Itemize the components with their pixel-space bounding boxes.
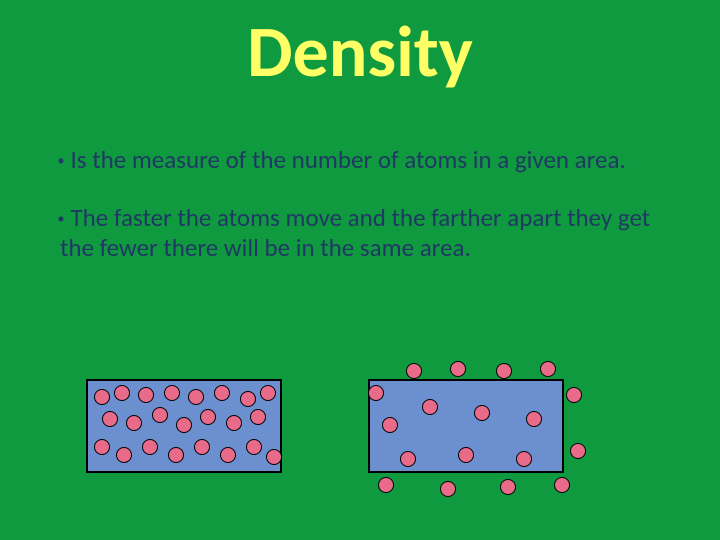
- atom-icon: [226, 415, 242, 431]
- atom-icon: [152, 407, 168, 423]
- atom-icon: [378, 477, 394, 493]
- atom-icon: [516, 451, 532, 467]
- atom-icon: [214, 385, 230, 401]
- atom-icon: [458, 447, 474, 463]
- atom-icon: [102, 411, 118, 427]
- atom-icon: [176, 417, 192, 433]
- atom-icon: [194, 439, 210, 455]
- atom-icon: [368, 385, 384, 401]
- atom-icon: [246, 439, 262, 455]
- atom-icon: [164, 385, 180, 401]
- atom-icon: [540, 361, 556, 377]
- slide-title: Density: [0, 8, 720, 96]
- density-diagrams: [80, 355, 640, 515]
- atom-icon: [168, 447, 184, 463]
- bullet-text: Is the measure of the number of atoms in…: [70, 144, 625, 175]
- atom-icon: [526, 411, 542, 427]
- atom-icon: [200, 409, 216, 425]
- atom-icon: [440, 481, 456, 497]
- bullet-item: • Is the measure of the number of atoms i…: [60, 145, 660, 175]
- atom-icon: [188, 389, 204, 405]
- atom-icon: [126, 415, 142, 431]
- atom-icon: [260, 385, 276, 401]
- atom-icon: [500, 479, 516, 495]
- atom-icon: [554, 477, 570, 493]
- atom-icon: [406, 363, 422, 379]
- atom-icon: [382, 417, 398, 433]
- atom-icon: [266, 449, 282, 465]
- atom-icon: [474, 405, 490, 421]
- bullet-text: The faster the atoms move and the farthe…: [60, 202, 650, 263]
- atom-icon: [142, 439, 158, 455]
- atom-icon: [496, 363, 512, 379]
- atom-icon: [138, 387, 154, 403]
- bullet-list: • Is the measure of the number of atoms i…: [60, 145, 660, 291]
- atom-icon: [220, 447, 236, 463]
- atom-icon: [400, 451, 416, 467]
- atom-icon: [450, 361, 466, 377]
- atom-icon: [94, 389, 110, 405]
- atom-icon: [116, 447, 132, 463]
- atom-icon: [566, 387, 582, 403]
- bullet-dot-icon: •: [58, 152, 65, 169]
- atom-icon: [570, 443, 586, 459]
- bullet-item: •The faster the atoms move and the farth…: [60, 203, 660, 263]
- atom-icon: [422, 399, 438, 415]
- atom-icon: [250, 409, 266, 425]
- atom-icon: [114, 385, 130, 401]
- atom-icon: [240, 391, 256, 407]
- atom-icon: [94, 439, 110, 455]
- bullet-dot-icon: •: [58, 210, 65, 227]
